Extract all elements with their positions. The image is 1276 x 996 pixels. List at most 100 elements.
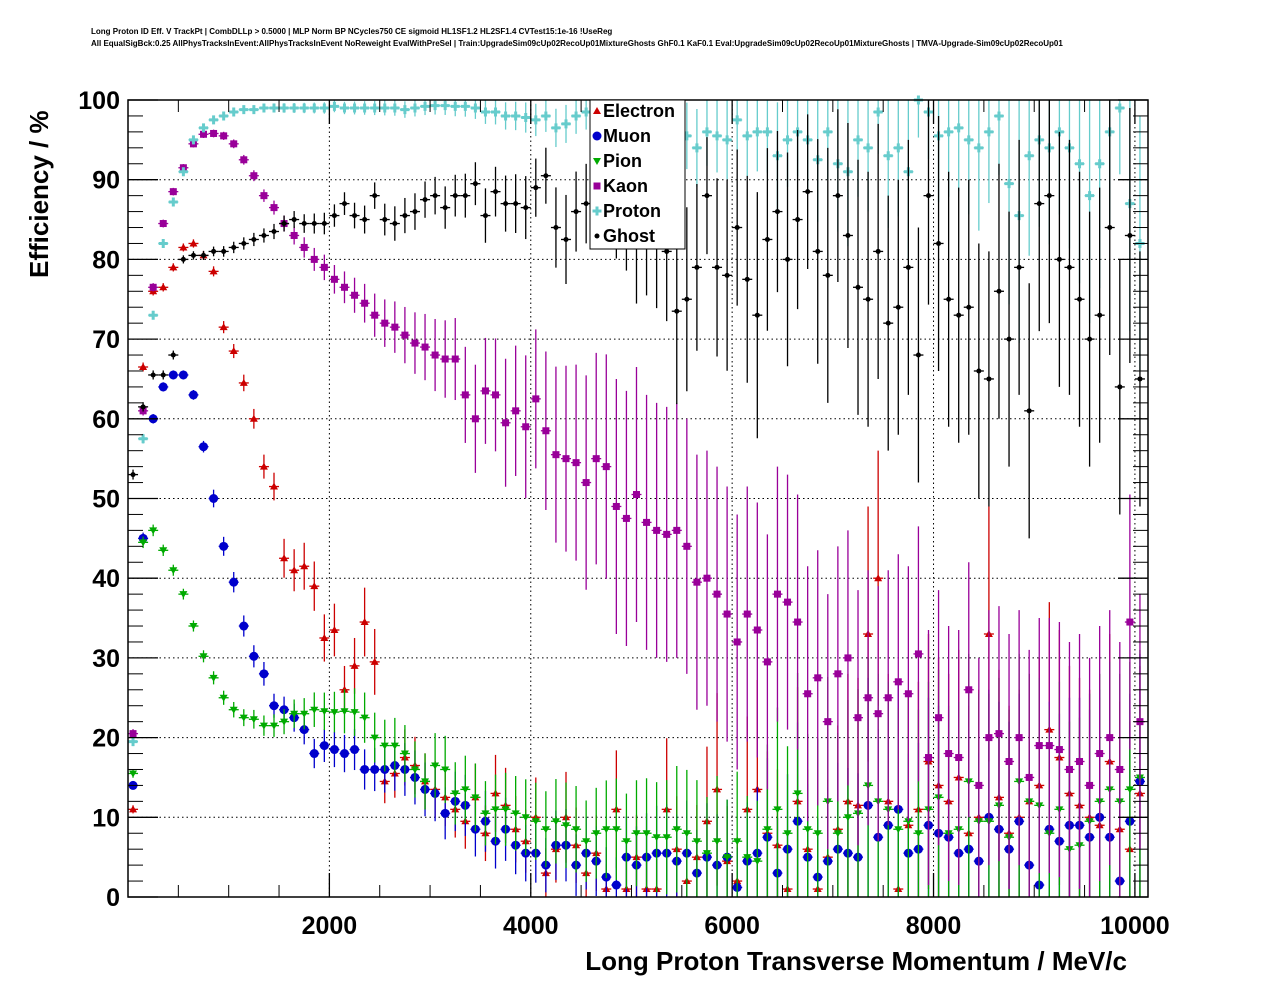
proton-marker (309, 103, 319, 113)
kaon-marker (723, 610, 731, 618)
pion-point (540, 791, 551, 868)
proton-marker (350, 103, 360, 113)
ghost-point (772, 131, 783, 293)
kaon-point (309, 247, 320, 271)
pion-marker (713, 838, 722, 846)
ghost-point (1134, 251, 1145, 507)
kaon-point (349, 277, 360, 313)
pion-point (470, 763, 481, 832)
kaon-marker (753, 626, 761, 634)
kaon-point (641, 394, 652, 650)
kaon-marker (975, 781, 983, 789)
ghost-point (923, 100, 934, 305)
ghost-point (470, 162, 481, 206)
kaon-marker (481, 387, 489, 395)
ghost-marker (865, 296, 871, 302)
pion-marker (733, 838, 742, 846)
pion-marker (672, 826, 681, 834)
ghost-marker (382, 217, 388, 223)
kaon-marker (502, 419, 510, 427)
pion-point (369, 712, 380, 763)
ghost-marker (785, 256, 791, 262)
pion-marker (642, 830, 651, 838)
proton-point (309, 102, 320, 114)
ghost-marker (291, 217, 297, 223)
kaon-marker (693, 578, 701, 586)
kaon-point (832, 546, 843, 802)
kaon-marker (955, 754, 963, 762)
ghost-marker (140, 404, 146, 410)
proton-point (158, 238, 169, 248)
ghost-point (510, 174, 521, 233)
proton-point (369, 100, 380, 116)
kaon-point (591, 352, 602, 565)
pion-marker (511, 810, 520, 818)
legend-marker-kaon (593, 182, 601, 190)
legend-entry-kaon: Kaon (593, 176, 648, 196)
ghost-point (450, 174, 461, 217)
muon-marker (350, 745, 360, 755)
ghost-point (319, 212, 330, 235)
ghost-point (178, 255, 189, 264)
ghost-marker (150, 372, 156, 378)
pion-point (772, 707, 783, 897)
ghost-point (198, 250, 209, 260)
proton-marker (531, 115, 541, 125)
pion-point (460, 755, 471, 824)
legend-entry-pion: Pion (593, 151, 642, 171)
ghost-point (853, 159, 864, 415)
proton-marker (209, 115, 219, 125)
ghost-marker (936, 240, 942, 246)
kaon-marker (250, 172, 258, 180)
pion-marker (753, 858, 762, 866)
ghost-point (1124, 107, 1135, 364)
y-tick-label: 50 (92, 486, 120, 514)
muon-marker (269, 701, 279, 711)
muon-marker (178, 370, 188, 380)
proton-marker (199, 123, 209, 133)
electron-point (309, 561, 320, 611)
electron-point (228, 344, 239, 359)
pion-point (289, 699, 300, 728)
kaon-point (379, 299, 390, 347)
pion-marker (612, 826, 621, 834)
pion-marker (290, 710, 299, 718)
pion-marker (370, 734, 379, 742)
ghost-marker (956, 312, 962, 318)
kaon-point (812, 550, 823, 806)
kaon-marker (1126, 618, 1134, 626)
kaon-marker (834, 670, 842, 678)
kaon-marker (914, 650, 922, 658)
muon-marker (329, 745, 339, 755)
ghost-point (812, 139, 823, 364)
pion-marker (431, 762, 440, 770)
ghost-marker (482, 213, 488, 219)
pion-marker (350, 709, 359, 717)
ghost-marker (422, 197, 428, 203)
pion-marker (471, 794, 480, 802)
kaon-marker (673, 526, 681, 534)
pion-point (238, 709, 249, 727)
pion-marker (803, 826, 812, 834)
ghost-marker (281, 221, 287, 227)
proton-marker (873, 107, 883, 117)
legend-marker-proton (592, 206, 602, 216)
ghost-marker (392, 221, 398, 227)
ghost-point (148, 370, 159, 380)
legend-marker-pion (593, 158, 601, 165)
proton-marker (722, 135, 732, 145)
pion-marker (572, 826, 581, 834)
kaon-marker (522, 423, 530, 431)
pion-point (158, 544, 169, 556)
legend-entry-muon: Muon (592, 126, 651, 146)
pion-point (279, 709, 290, 735)
ghost-marker (986, 376, 992, 382)
pion-marker (723, 854, 732, 862)
proton-marker (853, 135, 863, 145)
pion-marker (280, 718, 289, 726)
proton-marker (410, 103, 420, 113)
kaon-marker (200, 130, 208, 138)
legend-marker-ghost (594, 233, 600, 239)
proton-marker (1095, 159, 1105, 169)
kaon-point (409, 312, 420, 374)
